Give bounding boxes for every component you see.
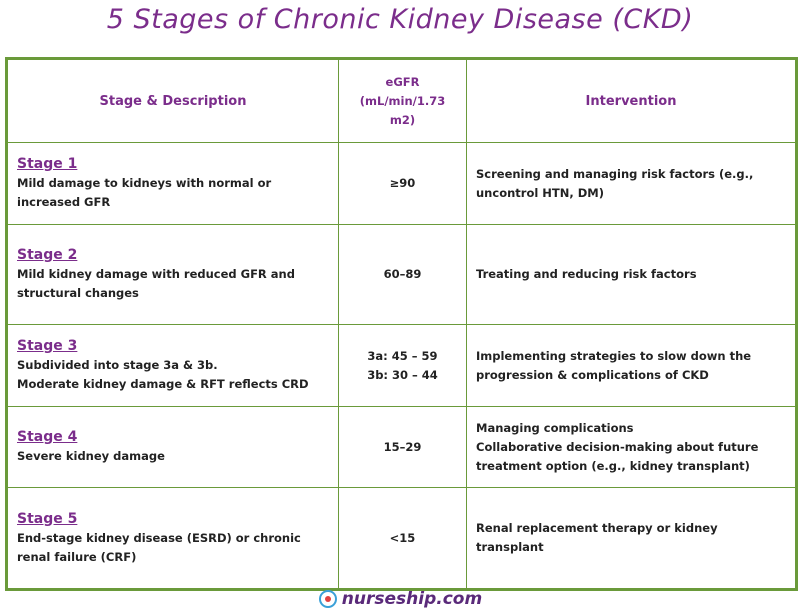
egfr-cell: 60–89 [338, 224, 467, 325]
header-cell: Stage & Description [6, 58, 339, 143]
intervention-cell: Managing complications Collaborative deci… [466, 406, 797, 488]
intervention-line: Collaborative decision-making about futu… [476, 439, 759, 473]
stage-cell: Stage 5 End-stage kidney disease (ESRD) o… [6, 487, 339, 590]
table-body: Stage 1 Mild damage to kidneys with norma… [6, 142, 797, 590]
description-line: Mild kidney damage with reduced GFR and … [17, 267, 295, 300]
intervention-line: Renal replacement therapy or kidney tran… [476, 521, 718, 554]
stage-label: Stage 4 [17, 429, 78, 445]
stage-cell: Stage 2 Mild kidney damage with reduced G… [6, 224, 339, 325]
egfr-cell: <15 [338, 487, 467, 590]
header-cell: Intervention [466, 58, 797, 143]
description-line: Severe kidney damage [17, 449, 165, 463]
intervention-line: Treating and reducing risk factors [476, 267, 697, 281]
footer: nurseship.com [0, 589, 800, 609]
stage-label: Stage 2 [17, 247, 78, 263]
intervention-line: Screening and managing risk factors (e.g… [476, 166, 754, 200]
intervention-cell: Implementing strategies to slow down the… [466, 324, 797, 407]
intervention-line: Implementing strategies to slow down the… [476, 348, 752, 382]
stage-cell: Stage 1 Mild damage to kidneys with norma… [6, 142, 339, 225]
egfr-cell: 15–29 [338, 406, 467, 488]
row: Stage 1 Mild damage to kidneys with norma… [6, 142, 797, 225]
description-line: End-stage kidney disease (ESRD) or chron… [17, 530, 301, 564]
title: 5 Stages of Chronic Kidney Disease (CKD) [106, 4, 694, 35]
stage-label: Stage 1 [17, 156, 78, 172]
egfr-cell: ≥90 [338, 142, 467, 225]
egfr-line: 60–89 [383, 267, 422, 281]
stage-label: Stage 5 [17, 510, 78, 527]
description-line: Moderate kidney damage & RFT reflects CR… [17, 377, 309, 391]
stage-label: Stage 3 [17, 338, 78, 354]
row: Stage 2 Mild kidney damage with reduced G… [6, 224, 797, 325]
egfr-line: 15–29 [383, 439, 422, 454]
description-line: Subdivided into stage 3a & 3b. [17, 358, 218, 372]
description-line: Mild damage to kidneys with normal or in… [17, 176, 272, 209]
stage-cell: Stage 3 Subdivided into stage 3a & 3b. Mod… [6, 324, 339, 407]
header-cell: eGFR (mL/min/1.73 m2) [338, 58, 467, 143]
egfr-cell: 3a: 45 – 59 3b: 30 – 44 [338, 324, 467, 407]
intervention-cell: Renal replacement therapy or kidney tran… [466, 487, 797, 590]
intervention-cell: Treating and reducing risk factors [466, 224, 797, 325]
egfr-line: ≥90 [389, 176, 416, 190]
row: Stage 4 Severe kidney damage 15–29 Managing… [6, 406, 797, 488]
egfr-line: 3a: 45 – 59 [367, 348, 438, 363]
stage-cell: Stage 4 Severe kidney damage [6, 406, 339, 488]
header-row: Stage & Description eGFR (mL/min/1.73 m2… [6, 58, 797, 143]
footer-site: nurseship.com [341, 589, 483, 609]
logo [318, 590, 337, 608]
intervention-line: Managing complications [476, 420, 634, 435]
egfr-line: 3b: 30 – 44 [367, 367, 438, 382]
intervention-cell: Screening and managing risk factors (e.g… [466, 142, 797, 225]
egfr-line: <15 [389, 530, 416, 545]
row: Stage 5 End-stage kidney disease (ESRD) o… [6, 487, 797, 590]
row: Stage 3 Subdivided into stage 3a & 3b. Mod… [6, 324, 797, 407]
table: Stage & Description eGFR (mL/min/1.73 m2… [5, 57, 798, 591]
